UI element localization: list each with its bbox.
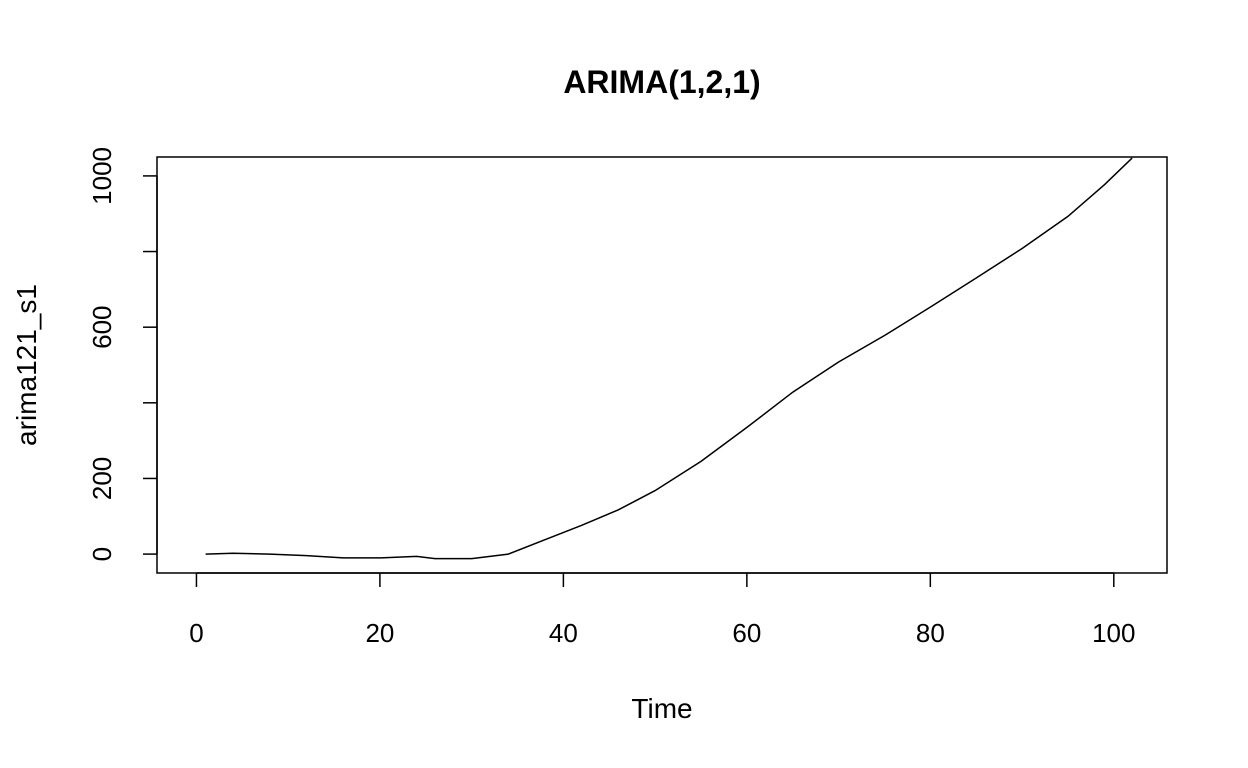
x-tick-label: 100 [1092, 618, 1135, 648]
plot-box [156, 156, 1168, 574]
chart-title: ARIMA(1,2,1) [563, 64, 760, 100]
x-tick-label: 20 [365, 618, 394, 648]
x-tick-label: 0 [189, 618, 203, 648]
series-line [205, 157, 1133, 560]
y-tick-label: 200 [87, 457, 117, 500]
y-tick-label: 0 [87, 547, 117, 561]
x-tick-label: 80 [916, 618, 945, 648]
x-tick-label: 40 [549, 618, 578, 648]
x-axis: 0 20 40 60 80 100 [189, 572, 1135, 648]
y-axis-title: arima121_s1 [11, 284, 42, 446]
y-tick-label: 600 [87, 305, 117, 348]
x-axis-title: Time [631, 693, 692, 724]
y-tick-label: 1000 [87, 147, 117, 205]
x-tick-label: 60 [732, 618, 761, 648]
y-axis: 0 200 600 1000 [87, 147, 158, 561]
